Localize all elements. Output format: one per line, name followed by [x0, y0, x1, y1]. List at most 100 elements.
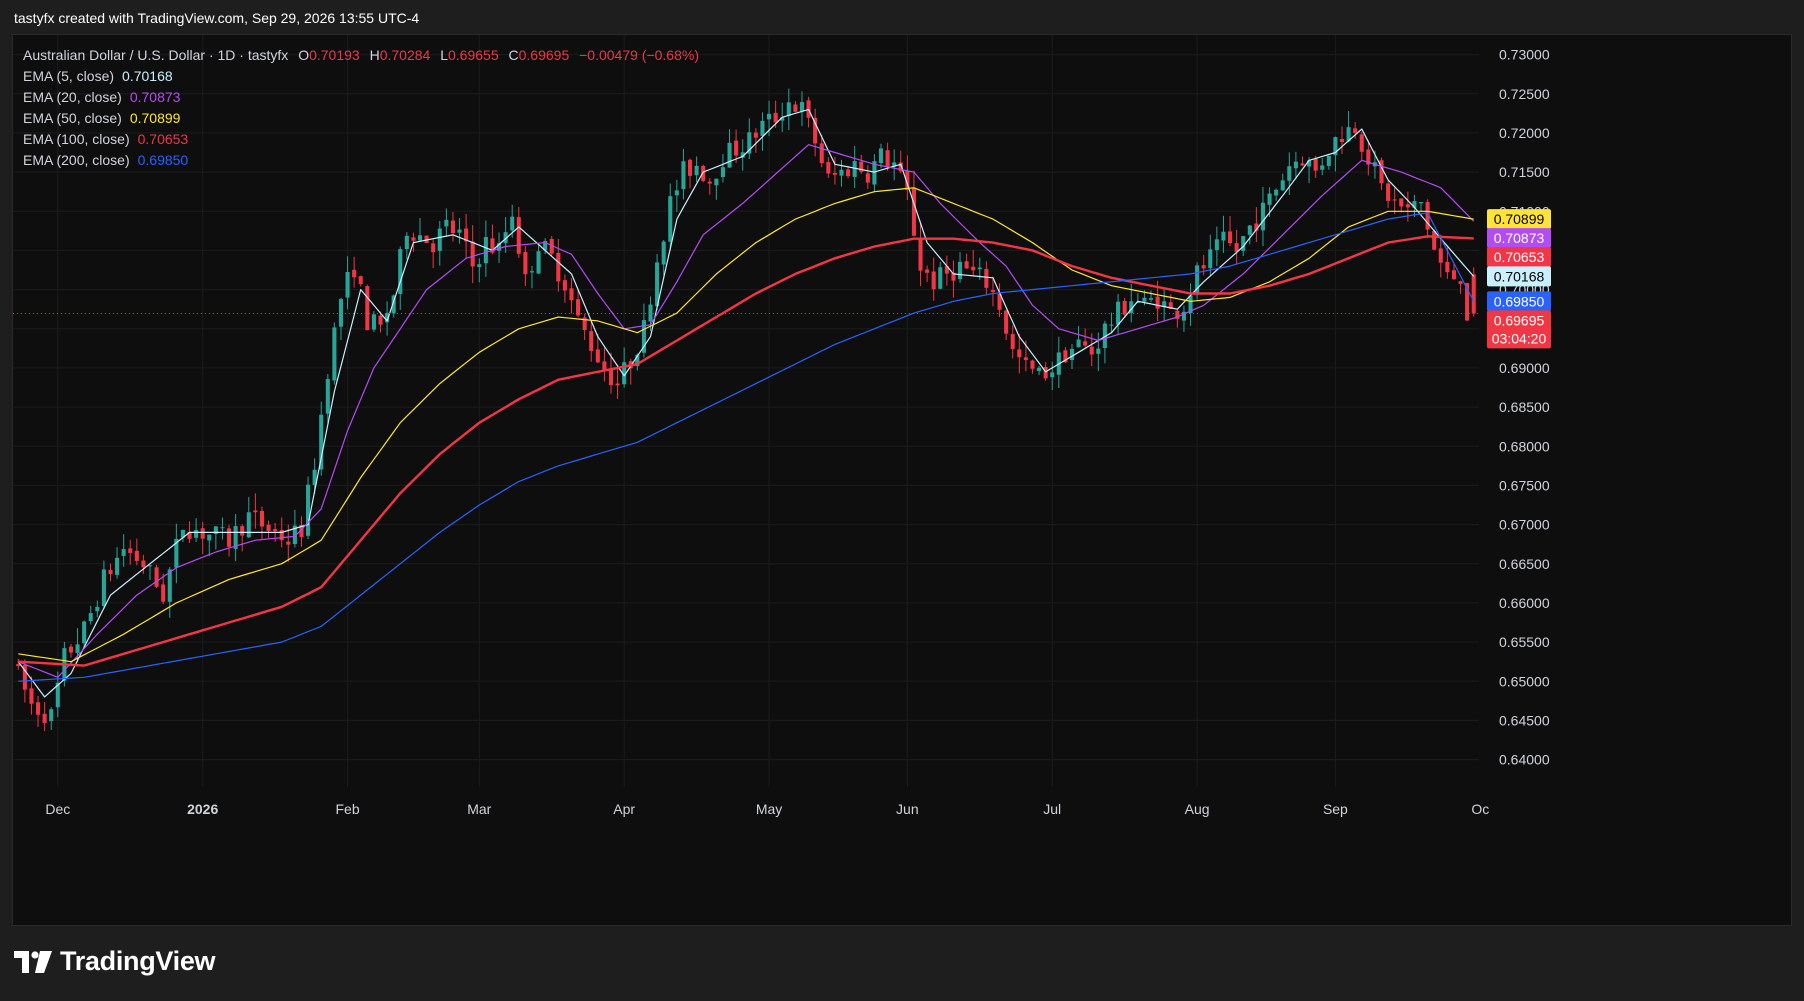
candle[interactable] — [569, 278, 574, 314]
candle[interactable] — [576, 288, 581, 318]
candle[interactable] — [813, 108, 818, 157]
ema-line[interactable] — [17, 108, 1475, 698]
candle[interactable] — [1280, 173, 1285, 191]
candle[interactable] — [529, 265, 535, 289]
candle[interactable] — [233, 514, 238, 562]
candle[interactable] — [562, 274, 567, 303]
candle[interactable] — [1037, 365, 1042, 376]
candle[interactable] — [714, 178, 719, 200]
candle[interactable] — [332, 322, 337, 385]
candle[interactable] — [477, 258, 482, 283]
candle[interactable] — [1096, 332, 1101, 372]
candle[interactable] — [938, 261, 943, 290]
candle[interactable] — [602, 347, 607, 382]
candle[interactable] — [1451, 263, 1456, 280]
candle[interactable] — [253, 493, 258, 529]
candle[interactable] — [1458, 280, 1463, 294]
candle[interactable] — [1234, 229, 1239, 265]
candle[interactable] — [1083, 328, 1088, 348]
candle[interactable] — [371, 311, 376, 332]
candle[interactable] — [1109, 312, 1114, 333]
price-axis-bg[interactable] — [1479, 35, 1791, 787]
candle[interactable] — [174, 523, 179, 584]
candle[interactable] — [464, 213, 469, 259]
candle[interactable] — [1366, 140, 1371, 176]
candle[interactable] — [1392, 187, 1397, 215]
ema-line[interactable] — [18, 235, 1474, 667]
candle[interactable] — [1293, 151, 1298, 180]
candle[interactable] — [213, 526, 218, 550]
candle[interactable] — [417, 218, 423, 242]
candle[interactable] — [608, 352, 614, 394]
candle[interactable] — [1247, 224, 1252, 245]
candle[interactable] — [29, 676, 34, 715]
legend-ema-50[interactable]: EMA (50, close) 0.70899 — [23, 108, 699, 129]
candle[interactable] — [200, 521, 205, 555]
candle[interactable] — [1353, 122, 1358, 139]
candle[interactable] — [859, 154, 864, 174]
candle[interactable] — [42, 702, 47, 732]
candle[interactable] — [1386, 180, 1391, 208]
candle[interactable] — [1405, 191, 1410, 222]
candle[interactable] — [36, 695, 41, 727]
legend-ema-200[interactable]: EMA (200, close) 0.69850 — [23, 150, 699, 171]
candle[interactable] — [694, 156, 699, 182]
candle[interactable] — [641, 303, 646, 358]
candle[interactable] — [1432, 229, 1437, 251]
candle[interactable] — [483, 220, 488, 277]
candle[interactable] — [971, 249, 976, 276]
candle[interactable] — [404, 232, 409, 260]
candle[interactable] — [75, 628, 80, 663]
candle[interactable] — [786, 88, 791, 131]
candle[interactable] — [378, 311, 383, 333]
candle[interactable] — [1221, 215, 1226, 253]
candle[interactable] — [707, 178, 712, 195]
candle[interactable] — [543, 238, 548, 254]
candle[interactable] — [1010, 325, 1015, 359]
candle[interactable] — [1445, 247, 1450, 279]
candle[interactable] — [108, 563, 113, 582]
ema-line[interactable] — [18, 144, 1475, 678]
candle[interactable] — [147, 563, 153, 580]
candle[interactable] — [385, 301, 390, 336]
candle[interactable] — [1339, 126, 1345, 154]
candle[interactable] — [1346, 110, 1351, 143]
candle[interactable] — [516, 206, 521, 258]
candle[interactable] — [892, 149, 897, 181]
candle[interactable] — [266, 520, 271, 538]
candle[interactable] — [1181, 305, 1186, 332]
candle[interactable] — [872, 154, 877, 193]
candle[interactable] — [793, 101, 798, 113]
candle[interactable] — [319, 401, 324, 476]
candlestick-chart[interactable]: 0.730000.725000.720000.715000.710000.705… — [13, 35, 1791, 925]
candle[interactable] — [846, 165, 851, 179]
candle[interactable] — [681, 148, 686, 200]
candle[interactable] — [1017, 333, 1022, 374]
candle[interactable] — [220, 517, 225, 540]
candle[interactable] — [655, 254, 660, 311]
candle[interactable] — [496, 232, 502, 263]
candle[interactable] — [167, 567, 172, 618]
candle[interactable] — [556, 238, 561, 292]
candle[interactable] — [457, 218, 462, 244]
candle[interactable] — [839, 159, 844, 187]
candle[interactable] — [589, 320, 594, 362]
candle[interactable] — [865, 165, 870, 190]
candle[interactable] — [424, 235, 429, 244]
candle[interactable] — [134, 538, 139, 566]
candle[interactable] — [1300, 156, 1305, 167]
candle[interactable] — [997, 283, 1002, 318]
candle[interactable] — [944, 255, 949, 286]
candle[interactable] — [1004, 309, 1009, 341]
candle[interactable] — [1418, 201, 1424, 213]
candle[interactable] — [115, 547, 120, 579]
ema-line[interactable] — [18, 212, 1475, 682]
candle[interactable] — [1102, 320, 1107, 364]
candle[interactable] — [1287, 152, 1292, 195]
candle[interactable] — [1175, 309, 1180, 328]
candle[interactable] — [925, 265, 930, 283]
candle[interactable] — [1379, 157, 1384, 190]
candle[interactable] — [240, 524, 245, 552]
candle[interactable] — [141, 554, 146, 575]
candle[interactable] — [832, 156, 837, 185]
